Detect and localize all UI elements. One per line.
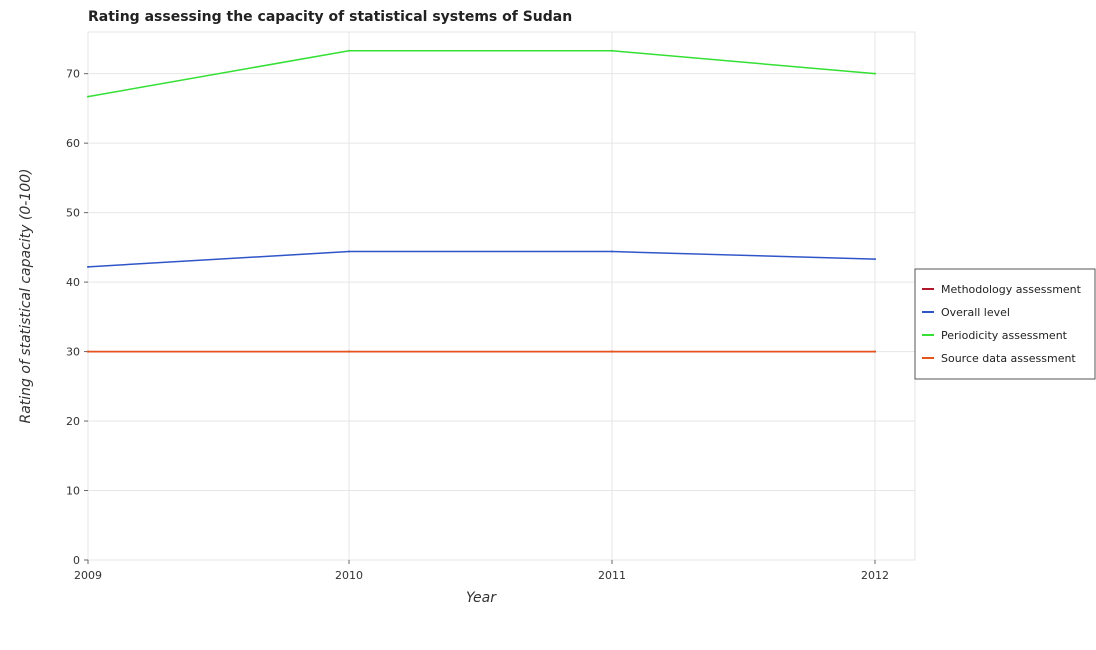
- data-point: [87, 265, 89, 268]
- y-tick-label: 30: [66, 346, 80, 359]
- x-tick-label: 2010: [335, 569, 363, 582]
- data-point: [348, 250, 350, 253]
- series-line-1: [87, 250, 876, 268]
- plot-area: [87, 31, 916, 561]
- data-point: [348, 350, 350, 353]
- legend-label: Overall level: [941, 306, 1010, 319]
- x-tick-label: 2011: [598, 569, 626, 582]
- x-axis-label: Year: [466, 590, 497, 606]
- x-tick-label: 2012: [861, 569, 889, 582]
- x-axis-ticks: 2009 2010 2011 2012: [74, 560, 889, 582]
- y-tick-label: 60: [66, 137, 80, 150]
- y-axis-label: Rating of statistical capacity (0-100): [18, 168, 34, 423]
- data-point: [348, 49, 350, 52]
- series-lines: [87, 49, 876, 353]
- legend-label: Methodology assessment: [941, 283, 1082, 296]
- data-point: [611, 49, 613, 52]
- data-point: [874, 258, 876, 261]
- y-tick-label: 10: [66, 485, 80, 498]
- legend: Methodology assessment Overall level Perio…: [914, 268, 1096, 380]
- data-point: [874, 72, 876, 75]
- y-tick-label: 40: [66, 276, 80, 289]
- data-point: [611, 250, 613, 253]
- legend-box: [914, 268, 1096, 380]
- data-point: [611, 350, 613, 353]
- data-point: [87, 95, 89, 98]
- y-tick-label: 50: [66, 207, 80, 220]
- y-tick-label: 70: [66, 68, 80, 81]
- y-tick-label: 20: [66, 415, 80, 428]
- x-tick-label: 2009: [74, 569, 102, 582]
- y-axis-ticks: 0 10 20 30 40 50 60 70: [66, 68, 88, 567]
- y-tick-label: 0: [73, 554, 80, 567]
- data-point: [874, 350, 876, 353]
- legend-label: Periodicity assessment: [941, 329, 1068, 342]
- chart-title: Rating assessing the capacity of statist…: [88, 9, 572, 25]
- series-line-2: [87, 50, 876, 98]
- legend-label: Source data assessment: [941, 352, 1076, 365]
- data-point: [87, 350, 89, 353]
